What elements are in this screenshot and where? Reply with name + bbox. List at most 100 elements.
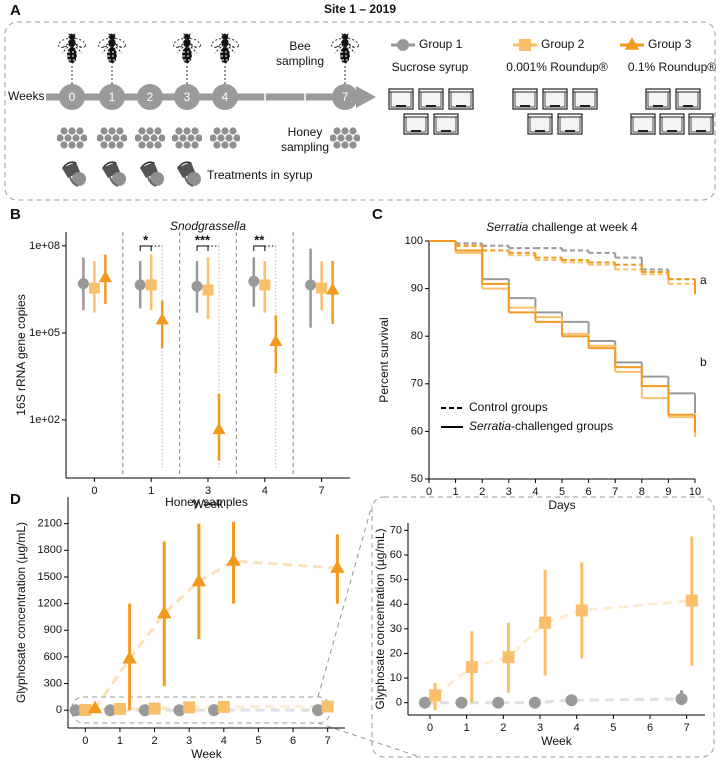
y-tick-label: 1e+08 — [29, 240, 60, 252]
panel-label: C — [372, 206, 383, 223]
x-tick-label: 6 — [290, 735, 296, 747]
hive-icon — [557, 113, 583, 135]
marker — [502, 651, 515, 664]
week-number: 2 — [147, 90, 154, 104]
x-tick-label: 1 — [117, 735, 123, 747]
annotation: a — [700, 273, 707, 287]
y-tick-label: 0 — [56, 704, 62, 716]
y-tick-label: 1e+05 — [29, 327, 60, 339]
x-tick-label: 1 — [148, 485, 154, 497]
chart-title: Snodgrassella — [170, 219, 246, 233]
hives — [388, 88, 714, 135]
y-tick-label: 2100 — [38, 518, 62, 530]
marker — [98, 270, 112, 283]
marker — [217, 700, 230, 713]
x-tick-label: 0 — [426, 486, 432, 498]
y-tick-label: 80 — [411, 330, 423, 342]
marker — [202, 284, 214, 296]
marker — [259, 279, 271, 291]
marker — [675, 693, 688, 705]
weeks-label: Weeks — [8, 89, 44, 103]
y-axis-label: Percent survival — [377, 317, 391, 402]
x-tick-label: 4 — [221, 735, 227, 747]
group-treatment: 0.1% Roundup® — [628, 60, 716, 74]
honey-icon — [97, 126, 127, 150]
marker — [321, 700, 334, 713]
hive-icon — [542, 88, 568, 110]
x-tick-label: 1 — [453, 486, 459, 498]
x-tick-label: 2 — [479, 486, 485, 498]
hive-icon — [675, 88, 701, 110]
legend-part: Serratia — [469, 419, 511, 433]
hive-icon — [418, 88, 444, 110]
x-tick-label: 6 — [647, 722, 653, 734]
y-tick-label: 900 — [44, 624, 62, 636]
week-circle — [137, 84, 163, 110]
y-tick-label: 60 — [411, 425, 423, 437]
inset-frame — [371, 496, 715, 758]
title-part: Serratia — [486, 220, 528, 234]
x-tick-label: 7 — [325, 735, 331, 747]
treatment-icon — [139, 161, 165, 187]
marker — [248, 275, 260, 287]
group-name: Group 1 — [419, 37, 463, 51]
trend-line — [434, 599, 692, 697]
treatment-icon — [101, 161, 127, 187]
marker — [212, 422, 226, 435]
y-tick-label: 70 — [390, 524, 402, 536]
group-name: Group 2 — [541, 37, 585, 51]
marker — [226, 553, 241, 566]
hive-icon — [403, 113, 429, 135]
marker — [455, 696, 468, 709]
x-tick-label: 8 — [639, 486, 645, 498]
bee-icon — [172, 32, 202, 64]
y-tick-label: 40 — [390, 598, 402, 610]
marker — [88, 282, 100, 294]
x-tick-label: 1 — [464, 722, 470, 734]
group-treatment: Sucrose syrup — [392, 60, 469, 74]
y-tick-label: 1500 — [38, 571, 62, 583]
week-number: 0 — [69, 90, 76, 104]
chart-title: Serratia challenge at week 4 — [486, 220, 638, 234]
hive-icon — [645, 88, 671, 110]
marker — [191, 573, 207, 587]
honey-sampling-label: Honey — [288, 125, 323, 139]
x-tick-label: 2 — [152, 735, 158, 747]
marker — [330, 560, 345, 573]
marker — [79, 703, 92, 716]
marker — [87, 700, 103, 714]
x-tick-label: 3 — [205, 485, 211, 497]
x-axis-label: Week — [541, 734, 572, 748]
significance: *** — [195, 232, 211, 247]
marker — [269, 334, 283, 347]
y-tick-label: 300 — [44, 677, 62, 689]
marker — [528, 696, 541, 709]
y-tick-label: 20 — [390, 647, 402, 659]
x-tick-label: 3 — [537, 722, 543, 734]
bee-icon — [210, 32, 240, 64]
honey-icon — [57, 126, 87, 150]
bee-sampling-label: sampling — [276, 54, 324, 68]
figure-title: Site 1 – 2019 — [324, 2, 396, 16]
significance: * — [143, 232, 149, 247]
chart-title: Honey samples — [165, 495, 248, 509]
marker — [69, 704, 82, 717]
x-tick-label: 3 — [506, 486, 512, 498]
trend-line — [93, 559, 338, 710]
zoom-connector — [317, 504, 373, 698]
y-tick-label: 0 — [396, 697, 402, 709]
marker — [565, 694, 578, 707]
y-tick-label: 60 — [390, 549, 402, 561]
treatments-label: Treatments in syrup — [207, 168, 313, 182]
x-tick-label: 5 — [610, 722, 616, 734]
marker — [113, 702, 126, 715]
marker — [148, 702, 161, 715]
week-circle — [332, 84, 358, 110]
y-axis-label: Glyphosate concentration (µg/mL) — [14, 522, 28, 703]
legend-marker — [624, 37, 640, 50]
x-tick-label: 4 — [262, 485, 268, 497]
legend-part: -challenged groups — [511, 419, 613, 433]
hive-icon — [630, 113, 656, 135]
marker — [429, 689, 442, 702]
y-tick-label: 10 — [390, 672, 402, 684]
